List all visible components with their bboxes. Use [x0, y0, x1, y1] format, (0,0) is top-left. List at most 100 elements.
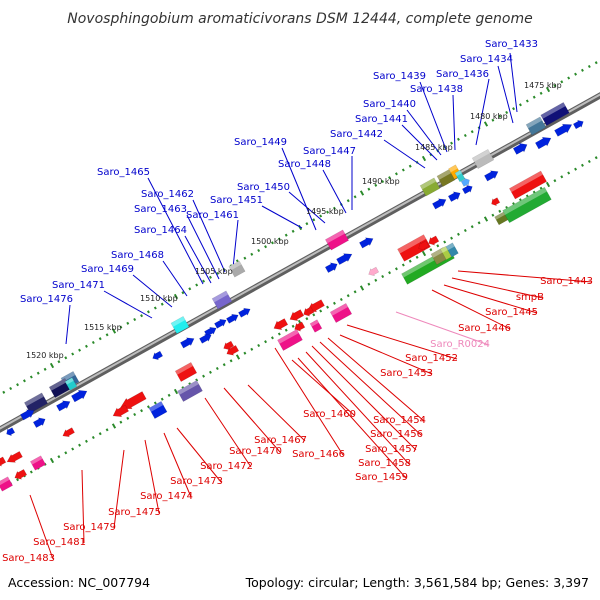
gene-arrow: [554, 123, 573, 137]
gene-box: [48, 378, 72, 398]
gene-arrow: [359, 237, 374, 249]
leader-line: [339, 334, 433, 375]
gene-box: [397, 234, 431, 262]
genome-backbone: [0, 92, 600, 433]
gene-label: Saro_1459: [355, 472, 408, 483]
gene-label: Saro_1481: [33, 537, 86, 548]
leader-line: [261, 205, 303, 229]
leader-line: [497, 65, 514, 124]
leader-line: [322, 169, 347, 214]
gene-label: Saro_1479: [63, 522, 116, 533]
gene-label: Saro_1473: [170, 476, 223, 487]
gene-arrow: [461, 184, 473, 195]
gene-arrow: [447, 191, 461, 203]
gene-label: Saro_1441: [355, 114, 408, 125]
gene-arrow: [180, 337, 195, 349]
gene-box: [148, 401, 168, 419]
leader-line: [29, 494, 54, 560]
gene-label: Saro_1451: [210, 195, 263, 206]
leader-line: [419, 81, 448, 153]
gene-arrow: [460, 177, 470, 187]
leader-line: [319, 341, 422, 436]
leader-line: [443, 284, 538, 314]
accession-text: Accession: NC_007794: [8, 575, 150, 590]
gene-arrow: [294, 321, 306, 332]
gene-arrow: [223, 340, 235, 351]
gene-box: [436, 169, 456, 187]
gene-arrow: [238, 307, 251, 318]
gene-label: Saro_1446: [458, 323, 511, 334]
genome-summary-text: Topology: circular; Length: 3,561,584 bp…: [245, 575, 589, 590]
gene-label: Saro_R0024: [430, 339, 490, 350]
gene-box: [24, 392, 48, 414]
kbp-label: 1475 kbp: [524, 81, 562, 90]
gene-label: Saro_1447: [303, 146, 356, 157]
gene-arrow: [418, 240, 430, 251]
gene-label: Saro_1445: [485, 307, 538, 318]
leader-line: [232, 219, 239, 269]
gene-box: [329, 303, 353, 323]
gene-label: Saro_1439: [373, 71, 426, 82]
gene-arrow: [14, 468, 28, 480]
gene-label: Saro_1440: [363, 99, 416, 110]
leader-line: [204, 397, 252, 468]
leader-line: [184, 235, 212, 284]
gene-label: Saro_1463: [134, 204, 187, 215]
leader-line: [311, 345, 417, 451]
scale-tracks: [2, 61, 598, 489]
gene-arrow: [491, 197, 501, 207]
kbp-label: 1500 kbp: [251, 237, 289, 246]
leader-line: [288, 191, 326, 224]
leader-line: [147, 177, 204, 285]
gene-features: [0, 102, 584, 492]
gene-box: [174, 362, 198, 382]
gene-label: Saro_1452: [405, 353, 458, 364]
gene-box: [277, 329, 303, 351]
gene-label: Saro_1468: [111, 250, 164, 261]
leader-line: [103, 290, 153, 319]
leader-line: [223, 387, 281, 453]
leader-line: [274, 347, 344, 456]
leader-line: [81, 469, 85, 544]
gene-arrow: [70, 389, 88, 403]
gene-arrow: [62, 427, 75, 438]
gene-label: Saro_1433: [485, 39, 538, 50]
gene-arrow: [214, 318, 227, 329]
leader-line: [186, 214, 220, 280]
gene-label: Saro_1443: [540, 276, 593, 287]
leader-line: [162, 260, 188, 297]
gene-label: Saro_1458: [358, 458, 411, 469]
gene-arrow: [152, 350, 164, 361]
gene-arrow: [484, 170, 499, 182]
gene-label: Saro_1470: [229, 446, 282, 457]
leader-line: [297, 357, 407, 479]
leader-line: [176, 427, 222, 483]
gene-label: Saro_1475: [108, 507, 161, 518]
leader-line: [475, 78, 490, 146]
gene-box: [211, 290, 233, 310]
gene-label: Saro_1464: [134, 225, 187, 236]
gene-box: [540, 102, 570, 126]
gene-label: Saro_1471: [52, 280, 105, 291]
leader-line: [346, 324, 458, 360]
gene-arrow: [289, 309, 305, 322]
leader-line: [113, 449, 125, 529]
gene-arrow: [0, 456, 7, 467]
gene-label: Saro_1456: [370, 429, 423, 440]
gene-label: Saro_1465: [97, 167, 150, 178]
leader-line: [132, 274, 173, 308]
gene-box: [325, 229, 349, 251]
kbp-label: 1510 kbp: [140, 294, 178, 303]
gene-box: [419, 177, 441, 197]
gene-arrow: [324, 262, 338, 274]
leader-line: [452, 94, 456, 151]
gene-arrow: [6, 427, 16, 437]
leader-line: [291, 359, 355, 416]
gene-label: Saro_1436: [436, 69, 489, 80]
gene-box: [440, 245, 452, 261]
gene-label: Saro_1460: [303, 409, 356, 420]
kbp-label: 1515 kbp: [84, 323, 122, 332]
leader-line: [395, 311, 490, 346]
gene-arrow: [512, 142, 528, 155]
gene-label: Saro_1457: [365, 444, 418, 455]
